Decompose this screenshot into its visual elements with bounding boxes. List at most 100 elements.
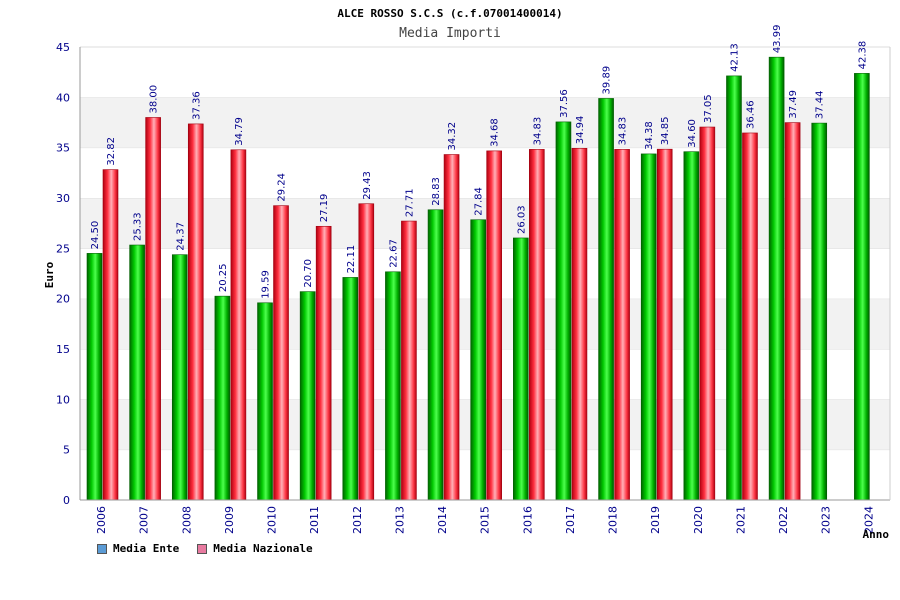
bar-media-nazionale xyxy=(315,225,332,501)
data-label: 20.70 xyxy=(303,259,314,288)
x-tick-label: 2018 xyxy=(607,506,620,534)
x-tick-label: 2011 xyxy=(308,506,321,534)
data-label: 34.94 xyxy=(575,116,586,145)
x-tick-label: 2012 xyxy=(351,506,364,534)
x-tick-label: 2009 xyxy=(223,506,236,534)
data-label: 34.32 xyxy=(447,122,458,151)
y-axis-ticks: 0 5 10 15 20 25 30 35 40 45 xyxy=(56,41,70,507)
x-tick-label: 2017 xyxy=(564,506,577,534)
bar-media-ente xyxy=(470,219,486,501)
bar-media-nazionale xyxy=(742,132,758,501)
data-label: 26.03 xyxy=(516,205,527,234)
data-label: 37.56 xyxy=(559,89,570,118)
bar-media-ente xyxy=(640,153,657,501)
data-label: 28.83 xyxy=(431,177,442,206)
data-label: 27.71 xyxy=(404,188,415,217)
y-tick-label: 10 xyxy=(56,393,70,406)
bar-media-ente xyxy=(683,151,700,501)
bars: 24.50 32.82 25.33 38.00 24.37 37.36 20.25 34.79… xyxy=(86,25,870,501)
data-label: 34.79 xyxy=(234,117,245,146)
chart-subtitle: Media Importi xyxy=(399,26,501,41)
y-tick-label: 40 xyxy=(56,91,70,104)
data-label: 38.00 xyxy=(149,85,160,114)
bar-media-nazionale xyxy=(571,147,588,501)
legend: Media Ente Media Nazionale xyxy=(97,542,313,555)
data-label: 43.99 xyxy=(772,25,783,54)
data-label: 32.82 xyxy=(106,137,117,166)
bar-media-ente xyxy=(555,121,572,501)
bar-media-nazionale xyxy=(614,149,630,501)
bar-media-nazionale xyxy=(443,154,460,501)
chart-title: ALCE ROSSO S.C.S (c.f.07001400014) xyxy=(337,7,562,20)
bar-media-ente xyxy=(854,73,870,501)
legend-label-media-nazionale: Media Nazionale xyxy=(213,542,313,555)
x-axis-ticks: 2006 2007 2008 2009 2010 2011 2012 2013 2014 2015… xyxy=(95,506,875,534)
data-label: 27.19 xyxy=(319,194,330,223)
bar-media-ente xyxy=(811,122,828,501)
y-tick-label: 5 xyxy=(63,444,70,457)
y-tick-label: 45 xyxy=(56,41,70,54)
x-tick-label: 2021 xyxy=(734,506,747,534)
x-tick-label: 2006 xyxy=(95,506,108,534)
legend-item-media-ente: Media Ente xyxy=(97,542,179,555)
x-tick-label: 2014 xyxy=(436,506,449,534)
bar-media-nazionale xyxy=(401,220,417,501)
x-tick-label: 2020 xyxy=(692,506,705,534)
data-label: 34.38 xyxy=(644,121,655,150)
y-tick-label: 30 xyxy=(56,192,70,205)
x-tick-label: 2016 xyxy=(521,506,534,534)
data-label: 22.67 xyxy=(388,239,399,268)
bar-media-nazionale xyxy=(102,169,119,501)
bar-media-ente xyxy=(768,56,785,501)
bar-media-nazionale xyxy=(358,203,375,501)
data-label: 37.05 xyxy=(703,94,714,123)
legend-swatch-media-ente xyxy=(97,543,107,554)
x-tick-label: 2023 xyxy=(820,506,833,534)
bar-media-ente xyxy=(129,244,145,501)
bar-media-ente xyxy=(214,295,231,501)
data-label: 37.49 xyxy=(788,90,799,119)
bar-media-nazionale xyxy=(230,149,247,501)
data-label: 34.68 xyxy=(490,118,501,147)
bar-media-ente xyxy=(598,98,614,501)
data-label: 25.33 xyxy=(133,212,144,241)
data-label: 24.50 xyxy=(90,221,101,250)
bar-media-ente xyxy=(257,302,273,501)
x-tick-label: 2008 xyxy=(180,506,193,534)
bar-media-ente xyxy=(427,209,444,501)
x-tick-label: 2019 xyxy=(649,506,662,534)
bar-media-ente xyxy=(726,75,742,501)
data-label: 34.85 xyxy=(660,117,671,146)
y-axis-label: Euro xyxy=(43,261,56,288)
bar-media-nazionale xyxy=(187,123,204,501)
y-tick-label: 15 xyxy=(56,343,70,356)
bar-media-ente xyxy=(171,254,188,501)
bar-media-ente xyxy=(342,277,359,501)
bar-media-nazionale xyxy=(656,148,673,501)
bar-media-nazionale xyxy=(273,205,289,501)
data-label: 37.36 xyxy=(191,91,202,120)
data-label: 24.37 xyxy=(175,222,186,251)
y-tick-label: 0 xyxy=(63,494,70,507)
data-label: 29.24 xyxy=(277,173,288,202)
x-tick-label: 2013 xyxy=(393,506,406,534)
data-label: 27.84 xyxy=(474,187,485,216)
bar-media-nazionale xyxy=(784,122,801,501)
data-label: 34.83 xyxy=(532,117,543,146)
x-tick-label: 2015 xyxy=(479,506,492,534)
bar-media-ente xyxy=(513,237,529,501)
bar-media-nazionale xyxy=(486,150,502,501)
x-tick-label: 2010 xyxy=(266,506,279,534)
bar-media-nazionale xyxy=(529,149,545,501)
grid-band xyxy=(80,47,890,98)
bar-media-nazionale xyxy=(699,126,716,501)
legend-swatch-media-nazionale xyxy=(197,543,208,554)
data-label: 19.59 xyxy=(261,270,272,299)
x-tick-label: 2022 xyxy=(777,506,790,534)
x-tick-label: 2007 xyxy=(138,506,151,534)
data-label: 42.38 xyxy=(857,41,868,70)
bar-media-ente xyxy=(299,291,316,501)
x-axis-label: Anno xyxy=(863,528,890,541)
legend-label-media-ente: Media Ente xyxy=(113,542,180,555)
y-tick-label: 20 xyxy=(56,293,70,306)
